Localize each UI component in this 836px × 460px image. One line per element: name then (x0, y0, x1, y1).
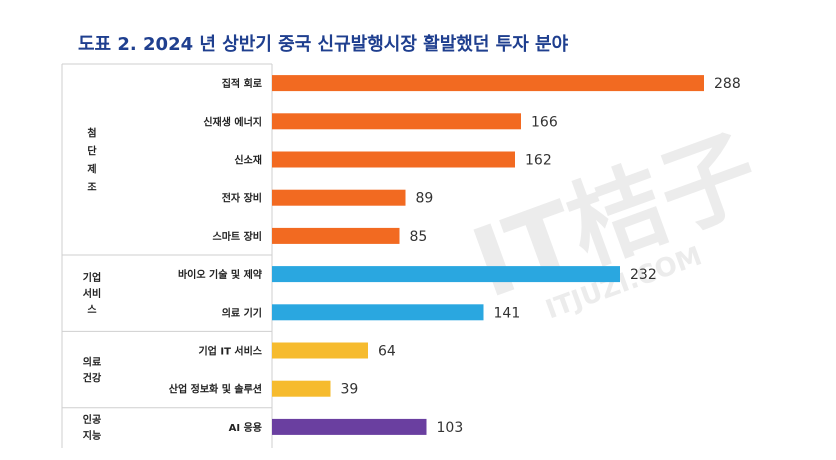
category-label: 스마트 장비 (213, 230, 262, 243)
category-label: 바이오 기술 및 제약 (178, 268, 263, 281)
value-label: 141 (494, 305, 521, 321)
category-label: 의료 기기 (222, 306, 262, 319)
value-label: 166 (531, 114, 558, 130)
bar (272, 418, 427, 435)
value-label: 85 (410, 229, 428, 245)
bars-layer: 집적 회로 288 신재생 에너지 166 신소재 162 전자 장비 89 스마트 장비 85 첨… (62, 75, 741, 442)
category-label: 산업 정보화 및 솔루션 (169, 383, 262, 396)
chart-title: 도표 2. 2024 년 상반기 중국 신규발행시장 활발했던 투자 분야 (78, 34, 569, 55)
bar (272, 189, 406, 206)
group-label: 건강 (83, 372, 102, 385)
category-label: 신재생 에너지 (203, 115, 262, 128)
group-label: 의료 (83, 356, 101, 369)
group-label: 기업 (83, 271, 101, 284)
group-label: 인공 (83, 413, 101, 426)
value-label: 39 (341, 382, 359, 398)
value-label: 64 (378, 344, 396, 360)
bar (272, 151, 515, 168)
group-label: 조 (87, 182, 96, 194)
bar (272, 113, 521, 130)
value-label: 89 (416, 191, 434, 207)
category-label: 집적 회로 (222, 77, 262, 90)
group-label: 첨 (87, 128, 96, 140)
value-label: 162 (525, 153, 552, 169)
value-label: 288 (714, 76, 741, 92)
category-label: 기업 IT 서비스 (198, 345, 262, 358)
group-label: 단 (87, 145, 97, 158)
category-label: AI 응용 (229, 422, 262, 434)
bar (272, 266, 620, 283)
bar (272, 227, 400, 244)
group-label: 제 (87, 163, 96, 176)
group-label: 서비 (83, 287, 101, 300)
bar (272, 75, 704, 92)
value-label: 232 (630, 267, 657, 283)
bar (272, 380, 331, 397)
value-label: 103 (437, 420, 464, 436)
group-label: 지능 (83, 429, 101, 442)
group-label: 스 (87, 304, 96, 316)
category-label: 전자 장비 (222, 192, 262, 205)
bar (272, 304, 484, 321)
bar (272, 342, 368, 359)
category-label: 신소재 (234, 154, 262, 167)
